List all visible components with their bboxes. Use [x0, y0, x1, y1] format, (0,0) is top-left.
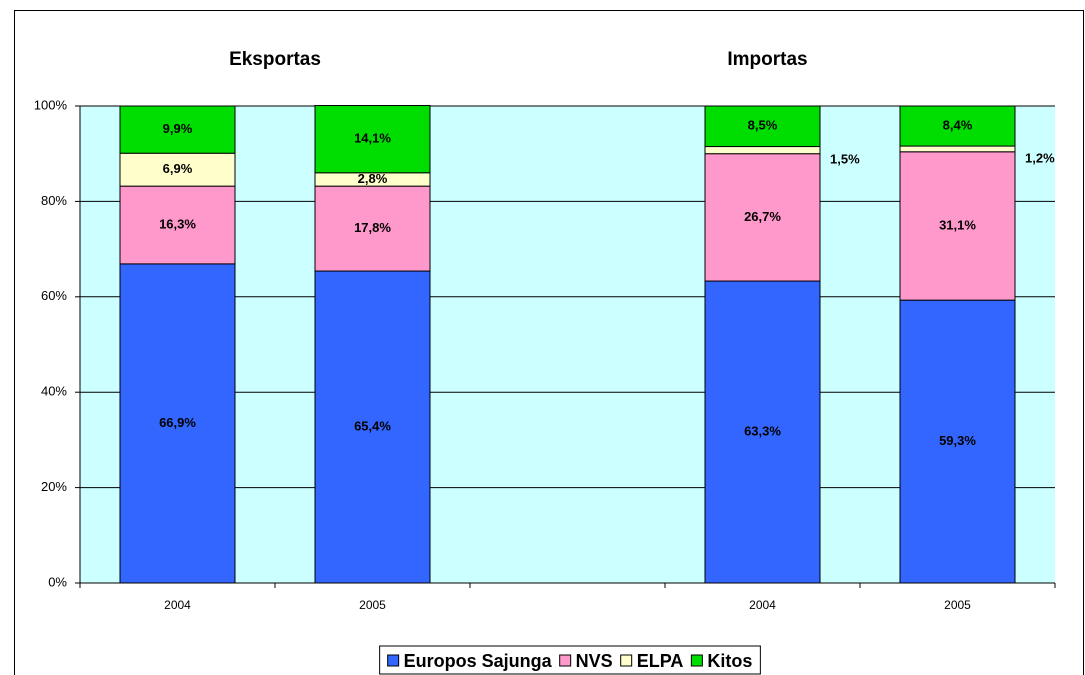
bar-segment: [314, 105, 431, 174]
data-label: 8,4%: [943, 117, 973, 132]
bar-segment: [899, 299, 1016, 584]
data-label: 16,3%: [159, 216, 196, 231]
legend-label: NVS: [576, 651, 613, 671]
legend-label: ELPA: [637, 651, 684, 671]
y-tick-label: 80%: [41, 193, 67, 208]
group-title: Eksportas: [229, 49, 321, 70]
data-label: 63,3%: [744, 423, 781, 438]
bar-segment: [314, 185, 431, 272]
bar-segment: [119, 105, 236, 154]
x-tick-label: 2005: [359, 598, 386, 612]
y-tick-label: 0%: [48, 574, 67, 589]
legend-swatch: [559, 654, 572, 667]
data-label: 17,8%: [354, 220, 391, 235]
y-tick-label: 20%: [41, 479, 67, 494]
legend: Europos Sajunga NVS ELPA Kitos: [379, 645, 761, 675]
bar-segment: [899, 105, 1016, 147]
legend-swatch: [690, 654, 703, 667]
bar-segment: [119, 263, 236, 584]
x-tick-label: 2004: [749, 598, 776, 612]
plot-area: [80, 106, 1055, 583]
legend-swatch: [620, 654, 633, 667]
legend-label: Kitos: [707, 651, 752, 671]
bar-segment: [704, 146, 821, 155]
y-tick-label: 60%: [41, 288, 67, 303]
data-label: 1,5%: [830, 152, 860, 167]
bar-segment: [119, 185, 236, 265]
data-label: 1,2%: [1025, 150, 1055, 165]
data-label: 59,3%: [939, 433, 976, 448]
group-title: Importas: [727, 49, 807, 70]
x-tick-label: 2004: [164, 598, 191, 612]
legend-swatch: [387, 654, 400, 667]
data-label: 66,9%: [159, 415, 196, 430]
data-label: 8,5%: [748, 118, 778, 133]
bar-segment: [899, 151, 1016, 301]
y-tick-label: 100%: [34, 97, 68, 112]
bar-segment: [899, 145, 1016, 153]
bar-segment: [119, 152, 236, 187]
bar-segment: [704, 280, 821, 584]
data-label: 2,8%: [358, 171, 388, 186]
data-label: 65,4%: [354, 418, 391, 433]
bar-segment: [314, 270, 431, 584]
x-tick-label: 2005: [944, 598, 971, 612]
legend-label: Europos Sajunga: [404, 651, 553, 671]
bar-segment: [704, 105, 821, 148]
data-label: 26,7%: [744, 209, 781, 224]
data-label: 9,9%: [163, 121, 193, 136]
data-label: 31,1%: [939, 217, 976, 232]
y-tick-label: 40%: [41, 384, 67, 399]
data-label: 14,1%: [354, 131, 391, 146]
data-label: 6,9%: [163, 161, 193, 176]
